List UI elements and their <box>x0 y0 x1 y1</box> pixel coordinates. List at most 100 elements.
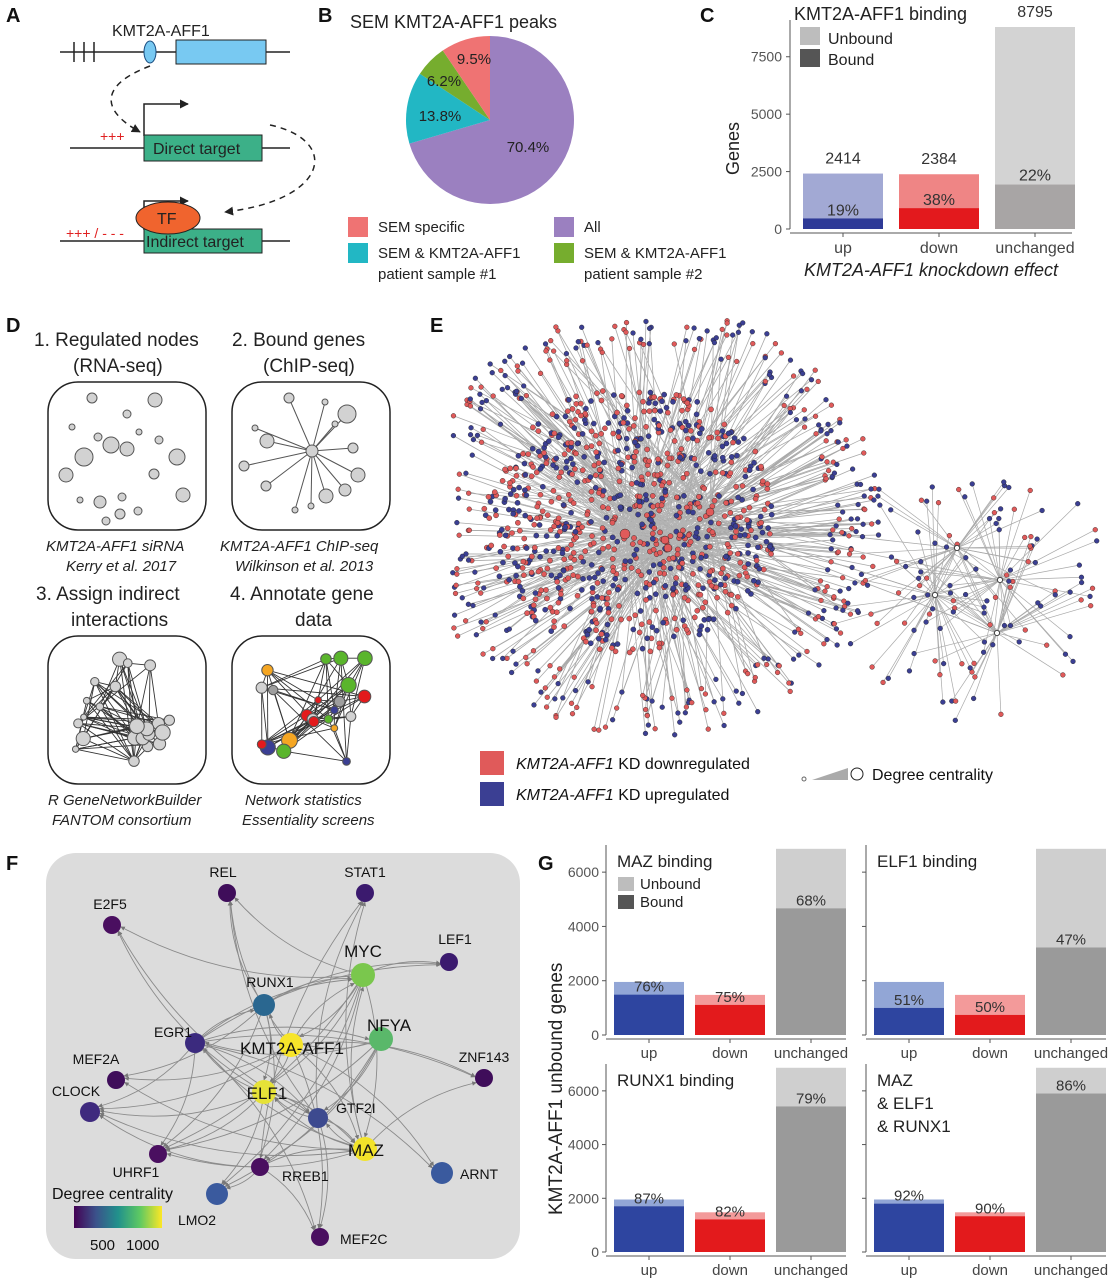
network-node <box>640 693 645 698</box>
tf-node <box>218 884 236 902</box>
network-node <box>136 429 142 435</box>
network-node <box>809 377 814 382</box>
network-node <box>610 717 615 722</box>
network-node <box>487 515 492 520</box>
network-node <box>684 627 689 632</box>
network-node <box>516 508 521 513</box>
network-node <box>546 439 551 444</box>
network-node <box>997 527 1002 532</box>
network-node <box>574 346 579 351</box>
network-node <box>470 453 475 458</box>
network-node <box>488 499 493 504</box>
network-node <box>847 552 852 557</box>
network-node <box>556 435 561 440</box>
network-node <box>684 338 689 343</box>
legend-label: SEM specific <box>378 219 465 236</box>
network-node <box>490 656 495 661</box>
bar-pct-label: 51% <box>894 992 924 1009</box>
network-node <box>647 326 652 331</box>
network-node <box>589 596 594 601</box>
y-tick-label: 0 <box>774 221 782 237</box>
network-node <box>734 453 739 458</box>
network-node <box>677 421 682 426</box>
network-node <box>836 550 841 555</box>
legend-bound-swatch <box>618 895 634 909</box>
centrality-legend-title: Degree centrality <box>52 1186 173 1203</box>
network-node <box>716 521 721 526</box>
network-node <box>940 700 945 705</box>
network-node <box>507 627 512 632</box>
network-node <box>589 444 594 449</box>
network-node <box>148 393 162 407</box>
network-node <box>647 409 652 414</box>
x-tick-label: down <box>972 1045 1008 1062</box>
y-tick-label: 6000 <box>568 864 599 880</box>
network-node <box>736 330 741 335</box>
network-node <box>994 521 999 526</box>
network-node <box>1068 634 1073 639</box>
panel-e-letter: E <box>430 315 443 337</box>
network-node <box>619 617 624 622</box>
network-node <box>468 397 473 402</box>
network-node <box>953 718 958 723</box>
network-node <box>579 587 584 592</box>
network-node <box>626 455 631 460</box>
network-node <box>730 440 735 445</box>
network-node <box>735 594 740 599</box>
y-tick-label: 0 <box>591 1244 599 1260</box>
network-node <box>580 468 585 473</box>
network-node <box>689 700 694 705</box>
bar-pct-label: 19% <box>827 202 859 219</box>
network-node <box>521 559 526 564</box>
network-node <box>545 695 550 700</box>
network-node <box>849 547 854 552</box>
network-node <box>611 569 616 574</box>
network-node <box>646 434 651 439</box>
network-node <box>598 474 603 479</box>
panel-d: D 1. Regulated nodes (RNA-seq) 2. Bound … <box>6 315 390 829</box>
network-node <box>155 436 163 444</box>
network-node <box>604 601 609 606</box>
bar-bound <box>614 995 684 1035</box>
network-node <box>634 547 639 552</box>
network-node <box>590 585 595 590</box>
degree-large-icon <box>851 768 863 780</box>
bar-bound <box>614 1206 684 1252</box>
network-node <box>644 319 649 324</box>
network-node <box>1033 560 1038 565</box>
y-tick-label: 5000 <box>751 106 782 122</box>
network-node <box>650 531 655 536</box>
network-node <box>648 390 653 395</box>
network-node <box>643 597 648 602</box>
network-node <box>552 675 557 680</box>
tf-node <box>149 1145 167 1163</box>
network-node <box>653 401 658 406</box>
centrality-colorbar <box>74 1206 162 1228</box>
network-node <box>745 588 750 593</box>
network-node <box>601 488 606 493</box>
network-node <box>930 485 935 490</box>
network-node <box>840 575 845 580</box>
network-node <box>514 573 519 578</box>
network-node <box>767 544 772 549</box>
network-node <box>545 513 550 518</box>
network-node <box>555 579 560 584</box>
network-node <box>861 451 866 456</box>
network-node <box>500 560 505 565</box>
network-node <box>753 496 758 501</box>
network-node <box>532 522 537 527</box>
hub-node <box>932 592 937 597</box>
network-node <box>695 501 700 506</box>
bar-pct-label: 92% <box>894 1188 924 1205</box>
network-node <box>543 341 548 346</box>
network-node <box>466 558 471 563</box>
network-node <box>1017 639 1022 644</box>
network-node <box>537 522 542 527</box>
network-node <box>665 410 670 415</box>
tf-node-label: MYC <box>344 942 382 961</box>
network-node <box>858 482 863 487</box>
network-node <box>726 355 731 360</box>
network-node <box>574 535 579 540</box>
network-node <box>606 590 611 595</box>
x-tick-label: up <box>641 1262 658 1279</box>
